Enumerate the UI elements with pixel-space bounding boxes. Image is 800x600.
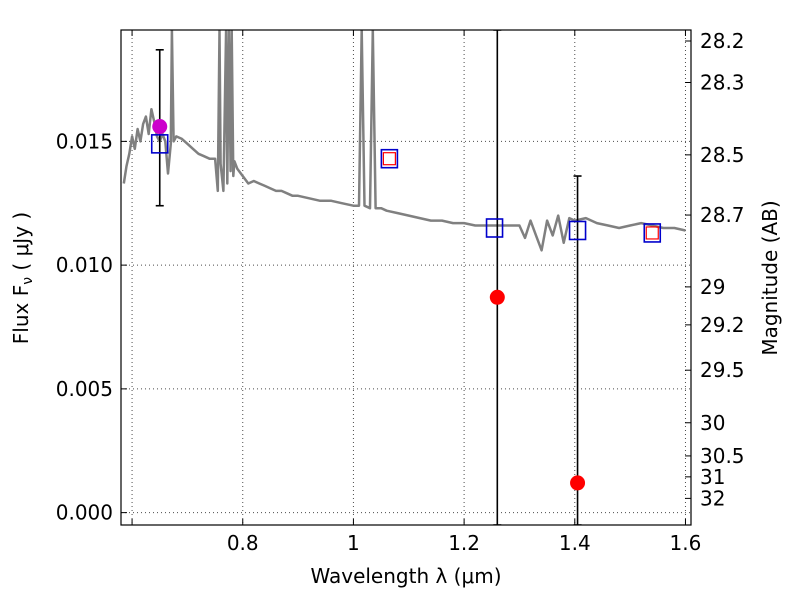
mag-tick-label: 29.2 (700, 313, 745, 337)
y-axis-title-unit: ( μJy ) (9, 212, 33, 277)
y-axis-title: Flux Fν ( μJy ) (9, 212, 36, 344)
observed-photometry-point (570, 475, 586, 491)
inner-red-square (645, 226, 659, 240)
inner-red-square (382, 152, 396, 166)
y-tick-label: 0.005 (56, 377, 113, 401)
y2-axis-title: Magnitude (AB) (758, 200, 782, 355)
observed-photometry-point (489, 289, 505, 305)
model-photometry-square (380, 148, 399, 169)
mag-tick-label: 28.7 (700, 203, 745, 227)
y-axis-title-subscript: ν (20, 277, 36, 285)
x-tick-label: 1.2 (448, 531, 480, 555)
y-axis-title-main: Flux F (9, 285, 33, 344)
x-tick-label: 1.4 (559, 531, 591, 555)
data-layer (122, 30, 686, 525)
sed-model-line (122, 30, 686, 252)
x-axis-title: Wavelength λ (μm) (310, 564, 501, 588)
model-photometry-square (150, 134, 169, 154)
mag-tick-label: 29.5 (700, 358, 745, 382)
model-photometry-square (485, 218, 504, 238)
mag-tick-label: 28.3 (700, 70, 745, 94)
x-tick-label: 1.6 (670, 531, 702, 555)
mag-tick-label: 29 (700, 275, 725, 299)
plot-frame (120, 29, 692, 526)
model-photometry-square (568, 220, 587, 241)
model-photometry-square (643, 223, 662, 243)
mag-tick-label: 28.2 (700, 29, 745, 53)
y-tick-label: 0.000 (56, 501, 113, 525)
mag-tick-label: 32 (700, 486, 725, 510)
tick-layer: 0.8 1 1.2 1.4 1.6 0.000 0.005 0.010 0.015 28.2 28.… (56, 29, 745, 555)
y-tick-label: 0.015 (56, 129, 113, 153)
y-tick-label: 0.010 (56, 253, 113, 277)
mag-tick-label: 31 (700, 465, 725, 489)
observed-photometry-point (152, 119, 168, 135)
grid-layer (121, 30, 691, 525)
mag-tick-label: 30.5 (700, 444, 745, 468)
mag-tick-label: 28.5 (700, 143, 745, 167)
x-tick-label: 1 (347, 531, 360, 555)
x-tick-label: 0.8 (227, 531, 259, 555)
mag-tick-label: 30 (700, 411, 725, 435)
